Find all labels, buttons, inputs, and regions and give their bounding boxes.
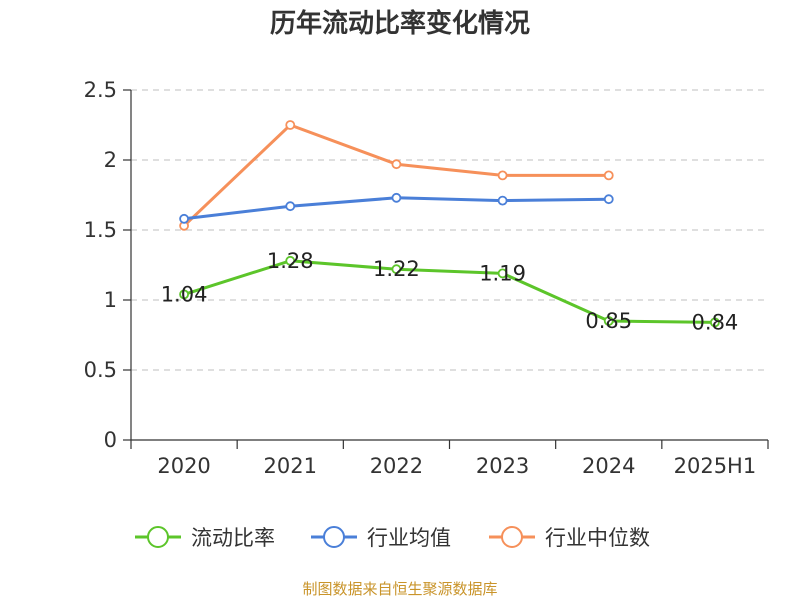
y-tick-label: 1.5 [84, 218, 117, 242]
x-tick-label: 2025H1 [674, 454, 757, 478]
x-axis: 2020 2021 2022 2023 2024 2025H1 [130, 439, 769, 478]
x-tick-label: 2024 [582, 454, 635, 478]
series-point[interactable] [497, 170, 508, 181]
series-point[interactable] [497, 195, 508, 206]
series-point[interactable] [391, 192, 402, 203]
series-line [183, 259, 715, 324]
data-label: 0.85 [585, 309, 632, 333]
x-tick-label: 2021 [264, 454, 317, 478]
series-point[interactable] [285, 120, 296, 130]
data-label: 1.28 [267, 249, 314, 273]
grid-lines [131, 89, 768, 371]
y-axis: 0 0.5 1 1.5 2 2.5 [84, 78, 132, 452]
series-point[interactable] [497, 268, 508, 279]
x-tick-label: 2020 [157, 454, 210, 478]
y-tick-label: 2 [104, 148, 117, 172]
legend[interactable]: 流动比率 行业均值 行业中位数 [135, 526, 650, 550]
series-point[interactable] [285, 201, 296, 212]
series-layer [179, 120, 720, 328]
series-point[interactable] [710, 317, 720, 328]
legend-label: 流动比率 [191, 526, 275, 550]
legend-item[interactable]: 流动比率 [135, 526, 275, 550]
legend-marker-icon [501, 526, 523, 548]
chart-title: 历年流动比率变化情况 [270, 8, 530, 39]
series-point[interactable] [179, 289, 189, 300]
series-point[interactable] [603, 316, 614, 326]
legend-item[interactable]: 行业均值 [311, 526, 451, 550]
y-tick-label: 2.5 [84, 78, 117, 102]
series-point[interactable] [603, 170, 614, 181]
x-tick-label: 2023 [476, 454, 529, 478]
source-note: 制图数据来自恒生聚源数据库 [302, 580, 497, 598]
data-label: 1.04 [161, 282, 208, 306]
series-point[interactable] [285, 255, 296, 266]
y-tick-label: 1 [104, 288, 117, 312]
y-tick-label: 0 [104, 428, 117, 452]
data-label: 1.19 [479, 261, 526, 285]
series-point[interactable] [391, 264, 402, 275]
legend-label: 行业中位数 [545, 526, 650, 550]
x-tick-label: 2022 [370, 454, 423, 478]
legend-label: 行业均值 [367, 526, 451, 550]
data-label: 0.84 [692, 310, 739, 334]
series-point[interactable] [391, 159, 402, 170]
series-point[interactable] [179, 213, 189, 224]
data-label: 1.22 [373, 257, 420, 281]
y-tick-label: 0.5 [84, 358, 117, 382]
legend-marker-icon [323, 526, 345, 548]
legend-marker-icon [147, 526, 169, 548]
series-point[interactable] [603, 194, 614, 205]
legend-item[interactable]: 行业中位数 [489, 526, 650, 550]
data-labels: 1.04 1.28 1.22 1.19 0.85 0.84 [161, 249, 739, 335]
